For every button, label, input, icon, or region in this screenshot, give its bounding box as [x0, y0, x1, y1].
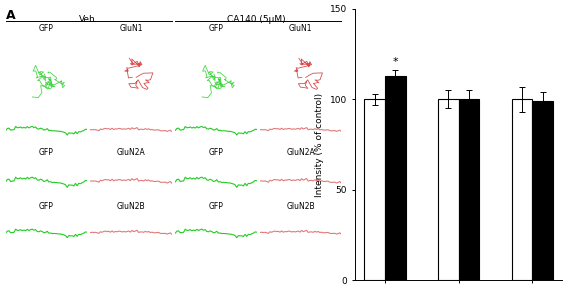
Text: CA140 (5μM): CA140 (5μM)	[227, 15, 286, 25]
Text: GFP: GFP	[39, 202, 54, 211]
Text: A: A	[6, 9, 15, 22]
Text: GFP: GFP	[208, 148, 223, 157]
Text: GFP: GFP	[39, 24, 54, 33]
Text: GFP: GFP	[39, 148, 54, 157]
Bar	[532, 101, 553, 280]
Text: GFP: GFP	[208, 24, 223, 33]
Text: Veh: Veh	[79, 15, 95, 25]
Text: GluN1: GluN1	[119, 24, 143, 33]
Bar	[512, 99, 532, 280]
Text: GluN1: GluN1	[289, 24, 312, 33]
Text: GluN2A: GluN2A	[117, 148, 145, 157]
Legend: Veh, CA140: Veh, CA140	[494, 0, 562, 2]
Text: GluN2B: GluN2B	[286, 202, 315, 211]
Text: GluN2A: GluN2A	[286, 148, 315, 157]
Text: GFP: GFP	[208, 202, 223, 211]
Text: *: *	[392, 57, 398, 67]
Bar	[438, 99, 459, 280]
Y-axis label: Intensity (% of control): Intensity (% of control)	[315, 92, 324, 197]
Bar	[365, 99, 385, 280]
Text: GluN2B: GluN2B	[117, 202, 145, 211]
Bar	[459, 99, 479, 280]
Bar	[385, 76, 406, 280]
